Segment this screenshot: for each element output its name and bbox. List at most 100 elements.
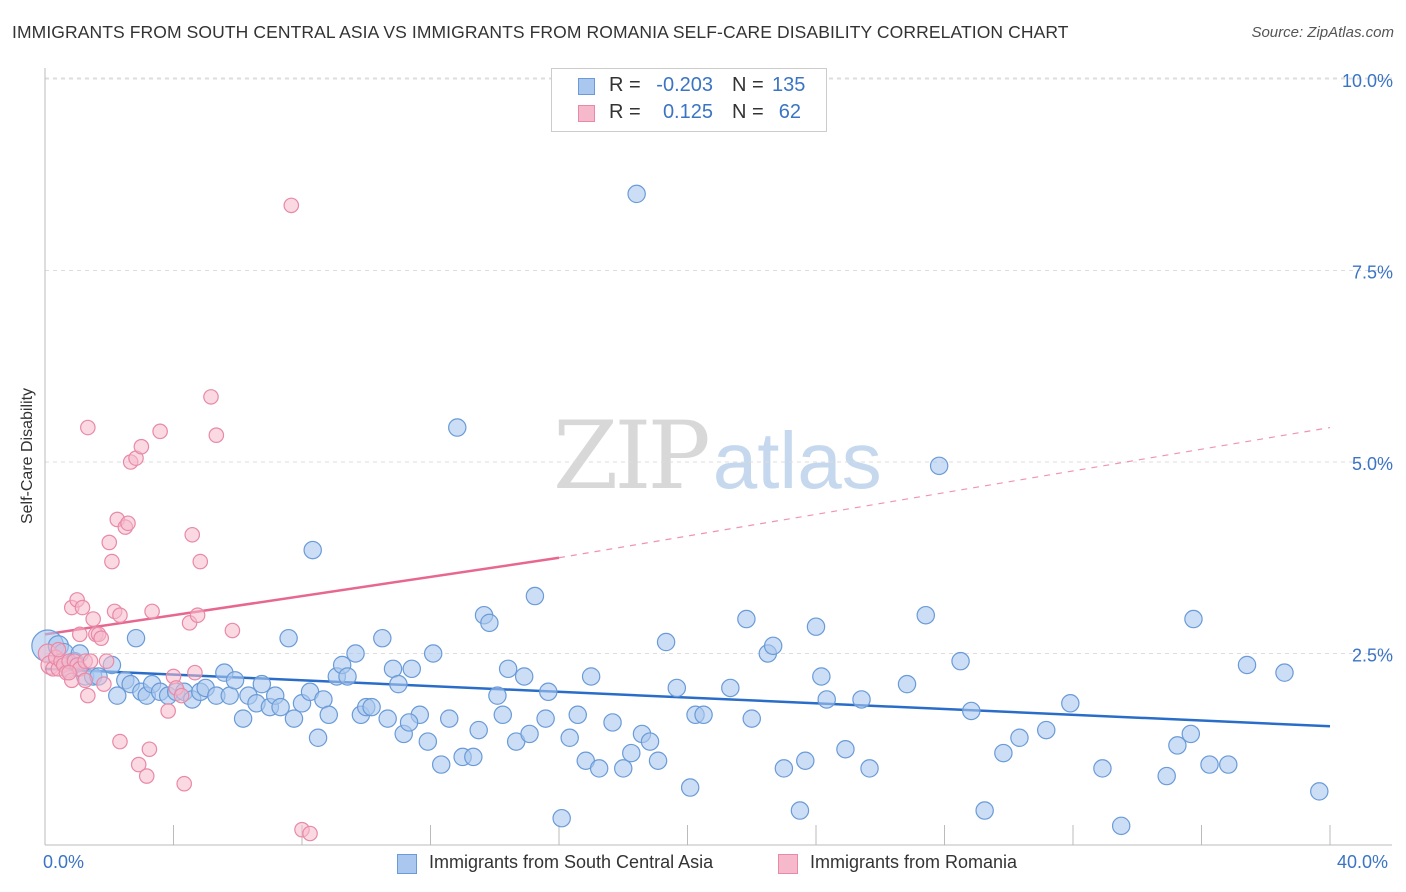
data-point-south-central-asia	[796, 751, 815, 770]
data-point-south-central-asia	[362, 697, 381, 717]
data-point-south-central-asia	[806, 617, 826, 636]
data-point-south-central-asia	[1184, 609, 1203, 629]
data-point-south-central-asia	[346, 644, 365, 663]
data-point-south-central-asia	[614, 759, 633, 778]
legend-r-value: -0.203	[656, 74, 713, 96]
data-point-romania	[160, 703, 176, 719]
y-tick-label: 2.5%	[1352, 646, 1393, 666]
data-point-south-central-asia	[929, 456, 949, 476]
data-point-romania	[82, 653, 99, 669]
data-point-south-central-asia	[108, 686, 127, 705]
correlation-legend: R = -0.203 N = 135 R = 0.125 N = 62	[551, 68, 827, 132]
data-point-south-central-asia	[994, 743, 1013, 763]
data-point-south-central-asia	[399, 713, 419, 732]
data-point-south-central-asia	[1181, 724, 1201, 744]
data-point-romania	[80, 687, 96, 704]
data-point-romania	[141, 741, 158, 758]
gridlines	[45, 77, 1392, 654]
data-point-south-central-asia	[423, 644, 443, 663]
data-point-romania	[144, 603, 160, 620]
data-point-romania	[138, 768, 155, 784]
data-point-south-central-asia	[763, 636, 783, 656]
y-axis-title: Self-Care Disability	[19, 387, 36, 525]
data-point-south-central-asia	[338, 667, 357, 686]
y-tick-label: 10.0%	[1342, 71, 1393, 91]
data-point-south-central-asia	[742, 709, 761, 728]
axes	[44, 68, 1392, 846]
watermark: ZIPatlas	[553, 402, 882, 511]
data-point-romania	[176, 775, 193, 792]
data-point-south-central-asia	[233, 709, 253, 728]
data-point-south-central-asia	[1275, 663, 1294, 682]
legend-n-value: 135	[772, 74, 806, 96]
data-point-south-central-asia	[975, 801, 994, 820]
data-point-south-central-asia	[656, 632, 676, 652]
data-point-south-central-asia	[303, 540, 322, 560]
data-point-romania	[203, 389, 219, 405]
data-point-south-central-asia	[667, 678, 687, 698]
data-point-romania	[189, 607, 206, 623]
data-point-south-central-asia	[962, 701, 981, 721]
data-point-south-central-asia	[603, 713, 622, 732]
data-point-south-central-asia	[378, 709, 397, 728]
legend-n-value: 62	[778, 101, 801, 123]
legend-n-label: N =	[732, 74, 764, 96]
source-note: Source: ZipAtlas.com	[1251, 24, 1394, 41]
data-point-south-central-asia	[525, 586, 545, 606]
data-point-south-central-asia	[493, 705, 513, 725]
data-point-romania	[133, 438, 150, 455]
watermark-atlas: atlas	[712, 416, 882, 505]
data-point-south-central-asia	[448, 418, 467, 437]
data-point-south-central-asia	[1200, 755, 1219, 774]
data-point-south-central-asia	[581, 667, 601, 686]
data-point-south-central-asia	[897, 674, 917, 694]
watermark-zip: ZIP	[553, 402, 711, 511]
data-point-south-central-asia	[721, 678, 740, 698]
data-point-south-central-asia	[774, 759, 794, 778]
data-point-south-central-asia	[279, 628, 298, 648]
data-point-romania	[74, 599, 91, 616]
data-point-south-central-asia	[627, 184, 646, 204]
data-point-south-central-asia	[220, 686, 239, 705]
data-point-south-central-asia	[1237, 655, 1257, 675]
data-point-south-central-asia	[488, 686, 507, 705]
data-point-south-central-asia	[498, 659, 518, 679]
data-point-south-central-asia	[860, 759, 879, 778]
data-point-south-central-asia	[464, 747, 483, 767]
data-point-romania	[80, 419, 96, 436]
data-point-south-central-asia	[640, 732, 660, 751]
data-point-romania	[152, 423, 168, 440]
data-point-south-central-asia	[225, 671, 245, 690]
data-point-romania	[96, 676, 112, 692]
legend-r-value: 0.125	[662, 101, 713, 123]
data-point-romania	[192, 553, 209, 570]
data-point-romania	[224, 622, 241, 639]
data-point-south-central-asia	[520, 724, 539, 744]
points-romania	[37, 197, 318, 842]
data-point-romania	[61, 664, 77, 681]
data-point-south-central-asia	[680, 778, 700, 797]
data-point-south-central-asia	[552, 808, 571, 828]
data-point-south-central-asia	[480, 613, 499, 633]
data-point-south-central-asia	[469, 720, 488, 740]
x-tick-label-min: 0.0%	[43, 852, 85, 872]
data-point-romania	[120, 515, 136, 532]
data-point-south-central-asia	[916, 605, 936, 625]
data-point-romania	[104, 553, 120, 570]
data-point-south-central-asia	[852, 690, 871, 709]
data-point-south-central-asia	[418, 732, 438, 751]
data-point-romania	[101, 534, 118, 551]
data-point-south-central-asia	[389, 674, 408, 694]
legend-n-label: N =	[732, 101, 764, 123]
data-point-south-central-asia	[383, 659, 403, 679]
data-point-south-central-asia	[817, 690, 836, 709]
data-point-south-central-asia	[1219, 755, 1238, 774]
legend-swatch-pink	[578, 105, 595, 122]
data-point-south-central-asia	[536, 709, 555, 728]
data-point-south-central-asia	[431, 755, 451, 774]
data-point-south-central-asia	[126, 628, 146, 648]
data-point-south-central-asia	[252, 674, 272, 694]
data-point-south-central-asia	[1157, 766, 1176, 786]
data-point-romania	[50, 641, 67, 658]
